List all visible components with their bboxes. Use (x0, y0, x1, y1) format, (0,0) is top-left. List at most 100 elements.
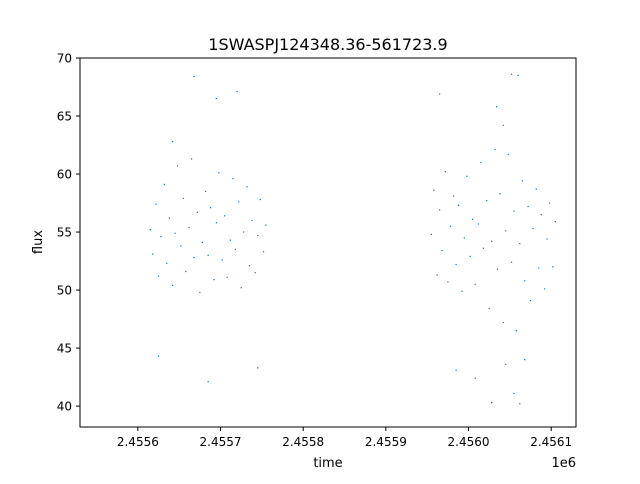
data-point (157, 355, 160, 357)
data-point (455, 263, 457, 266)
data-point (444, 171, 447, 173)
data-point (160, 236, 162, 238)
y-tick-label: 60 (57, 168, 72, 182)
data-point (171, 284, 174, 287)
data-point (495, 106, 498, 108)
data-point (199, 291, 201, 294)
data-point (505, 230, 507, 232)
data-point (248, 265, 251, 267)
data-point (482, 247, 485, 249)
data-point (494, 148, 496, 151)
data-point (499, 193, 501, 195)
data-point (546, 238, 548, 240)
data-point (168, 217, 170, 219)
data-point (163, 183, 166, 186)
data-point (436, 274, 438, 276)
data-point (510, 261, 513, 263)
data-point (204, 190, 207, 193)
data-point (223, 215, 226, 217)
data-point (543, 288, 546, 290)
data-point (236, 90, 238, 93)
data-point (246, 186, 248, 188)
x-axis-offset-label: 1e6 (551, 456, 576, 471)
data-point (474, 377, 476, 379)
data-point (182, 197, 185, 200)
data-point (527, 205, 529, 208)
data-point (176, 165, 179, 167)
scatter-points (149, 73, 557, 405)
data-point (242, 231, 245, 233)
data-point (430, 233, 433, 236)
data-point (209, 206, 212, 209)
y-axis-label: flux (31, 230, 46, 254)
x-tick-label: 2.4558 (282, 435, 324, 449)
data-point (257, 367, 259, 369)
data-point (213, 278, 215, 281)
data-point (463, 237, 466, 239)
data-point (188, 226, 190, 229)
data-point (207, 254, 209, 256)
chart-title: 1SWASPJ124348.36-561723.9 (208, 35, 447, 54)
data-point (441, 249, 443, 252)
data-point (185, 270, 187, 273)
data-point (519, 403, 521, 405)
data-point (201, 241, 204, 244)
data-point (196, 211, 199, 214)
data-point (447, 281, 449, 283)
data-point (265, 224, 267, 226)
data-point (490, 401, 493, 404)
data-point (193, 256, 195, 259)
data-point (507, 153, 509, 156)
data-point (461, 290, 463, 292)
data-point (480, 161, 482, 164)
data-point (538, 267, 540, 269)
data-point (457, 204, 460, 207)
x-axis: 2.4556 2.4557 2.4558 2.4559 2.4560 2.4561 (117, 427, 572, 449)
data-point (438, 209, 441, 211)
y-tick-label: 65 (57, 110, 72, 124)
y-tick-label: 55 (57, 226, 72, 240)
data-point (519, 242, 521, 245)
data-point (535, 188, 538, 190)
data-point (433, 189, 435, 191)
data-point (157, 275, 160, 277)
y-axis: 40 45 50 55 60 65 70 (57, 52, 80, 414)
x-tick-label: 2.4561 (530, 435, 572, 449)
data-point (254, 271, 256, 274)
data-point (532, 227, 534, 230)
data-point (477, 223, 480, 225)
data-point (232, 177, 234, 180)
data-point (207, 381, 209, 383)
data-point (215, 97, 218, 100)
data-point (155, 203, 157, 205)
x-tick-label: 2.4556 (117, 435, 159, 449)
y-tick-label: 50 (57, 284, 72, 298)
data-point (471, 218, 474, 220)
data-point (180, 245, 182, 247)
data-point (455, 369, 457, 371)
data-point (513, 210, 515, 212)
x-axis-label: time (313, 456, 342, 471)
data-point (438, 93, 441, 95)
data-point (240, 287, 242, 289)
y-tick-label: 70 (57, 52, 72, 66)
y-tick-label: 40 (57, 400, 72, 414)
data-point (513, 392, 515, 395)
data-point (466, 175, 468, 178)
data-point (488, 307, 490, 310)
x-tick-label: 2.4557 (200, 435, 242, 449)
plot-frame (79, 57, 577, 428)
data-point (262, 251, 265, 253)
data-point (474, 283, 476, 285)
data-point (234, 248, 237, 251)
data-point (452, 195, 455, 197)
data-point (229, 239, 232, 241)
data-point (502, 321, 504, 324)
data-point (221, 259, 223, 261)
data-point (218, 172, 220, 174)
data-point (510, 73, 513, 75)
x-tick-label: 2.4560 (448, 435, 490, 449)
data-point (149, 229, 151, 231)
